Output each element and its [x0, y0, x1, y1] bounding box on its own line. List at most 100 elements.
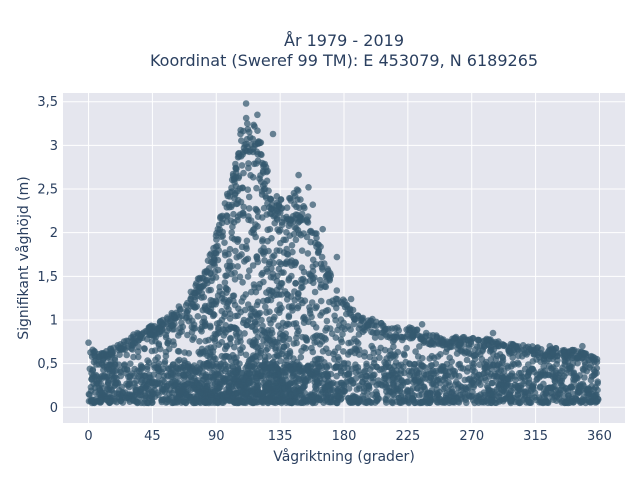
data-point: [277, 357, 284, 365]
data-point: [271, 372, 278, 379]
data-point: [415, 378, 423, 385]
data-point: [407, 387, 414, 395]
data-point: [254, 213, 262, 220]
data-point: [292, 280, 299, 287]
data-point: [162, 348, 170, 356]
data-point: [488, 379, 496, 387]
data-point: [250, 121, 257, 129]
data-point: [390, 386, 398, 394]
data-point: [409, 396, 417, 403]
data-point: [188, 328, 196, 336]
data-point: [258, 316, 265, 324]
data-point: [251, 390, 259, 397]
data-point: [471, 368, 479, 375]
data-point: [181, 371, 188, 379]
data-point: [266, 308, 273, 316]
data-point: [224, 286, 231, 294]
data-point: [264, 365, 272, 373]
data-point: [356, 385, 363, 392]
data-point: [334, 399, 341, 407]
data-point: [492, 355, 500, 363]
data-point: [100, 372, 108, 379]
data-point: [383, 388, 390, 395]
data-point: [176, 356, 183, 364]
data-point: [262, 378, 269, 386]
data-point: [203, 277, 210, 285]
data-point: [254, 111, 261, 119]
y-tick-label: 3: [50, 139, 58, 154]
data-point: [289, 307, 296, 314]
data-point: [158, 396, 166, 404]
data-point: [330, 350, 337, 358]
data-point: [130, 372, 138, 380]
data-point: [108, 349, 115, 357]
data-point: [242, 100, 250, 107]
data-point: [278, 280, 286, 287]
data-point: [391, 325, 399, 332]
data-point: [225, 250, 232, 258]
data-point: [311, 288, 319, 296]
data-point: [276, 330, 284, 338]
data-point: [433, 332, 440, 339]
data-point: [398, 333, 406, 341]
data-point: [103, 361, 110, 369]
data-point: [438, 339, 446, 346]
x-tick-label: 45: [144, 429, 161, 444]
data-point: [369, 315, 376, 323]
data-point: [282, 333, 289, 341]
data-point: [190, 385, 197, 392]
data-point: [540, 363, 547, 370]
data-point: [180, 357, 188, 364]
data-point: [332, 334, 340, 341]
data-point: [172, 364, 180, 371]
data-point: [262, 385, 269, 393]
x-tick-label: 180: [332, 429, 357, 444]
data-point: [369, 329, 377, 336]
data-point: [237, 346, 244, 354]
data-point: [215, 326, 222, 333]
data-point: [570, 369, 578, 376]
data-point: [309, 372, 317, 380]
data-point: [378, 365, 385, 373]
data-point: [463, 368, 471, 375]
data-point: [240, 376, 247, 383]
data-point: [198, 372, 206, 380]
data-point: [469, 360, 476, 367]
data-point: [390, 391, 398, 399]
data-point: [139, 334, 146, 342]
data-point: [207, 391, 215, 399]
data-point: [434, 391, 442, 398]
data-point: [90, 358, 98, 366]
data-point: [134, 399, 141, 407]
data-point: [253, 206, 260, 214]
data-point: [537, 383, 544, 391]
data-point: [169, 322, 176, 329]
data-point: [238, 298, 245, 305]
data-point: [236, 273, 244, 281]
data-point: [187, 296, 195, 303]
data-point: [224, 192, 232, 200]
data-point: [246, 369, 254, 377]
data-point: [413, 385, 421, 392]
x-tick-label: 270: [459, 429, 484, 444]
data-point: [175, 332, 182, 339]
data-point: [474, 336, 481, 344]
x-tick-label: 360: [587, 429, 612, 444]
data-point: [364, 322, 372, 329]
data-point: [208, 301, 215, 309]
data-point: [252, 140, 259, 148]
data-point: [323, 278, 330, 285]
data-point: [343, 310, 350, 318]
data-point: [309, 201, 317, 208]
data-point: [312, 304, 320, 312]
data-point: [515, 343, 522, 350]
data-point: [276, 259, 283, 266]
data-point: [467, 340, 475, 348]
data-point: [123, 351, 130, 359]
data-point: [560, 348, 568, 355]
data-point: [166, 386, 173, 394]
data-point: [345, 394, 352, 402]
data-point: [143, 377, 150, 384]
data-point: [239, 319, 247, 327]
data-point: [549, 350, 557, 357]
